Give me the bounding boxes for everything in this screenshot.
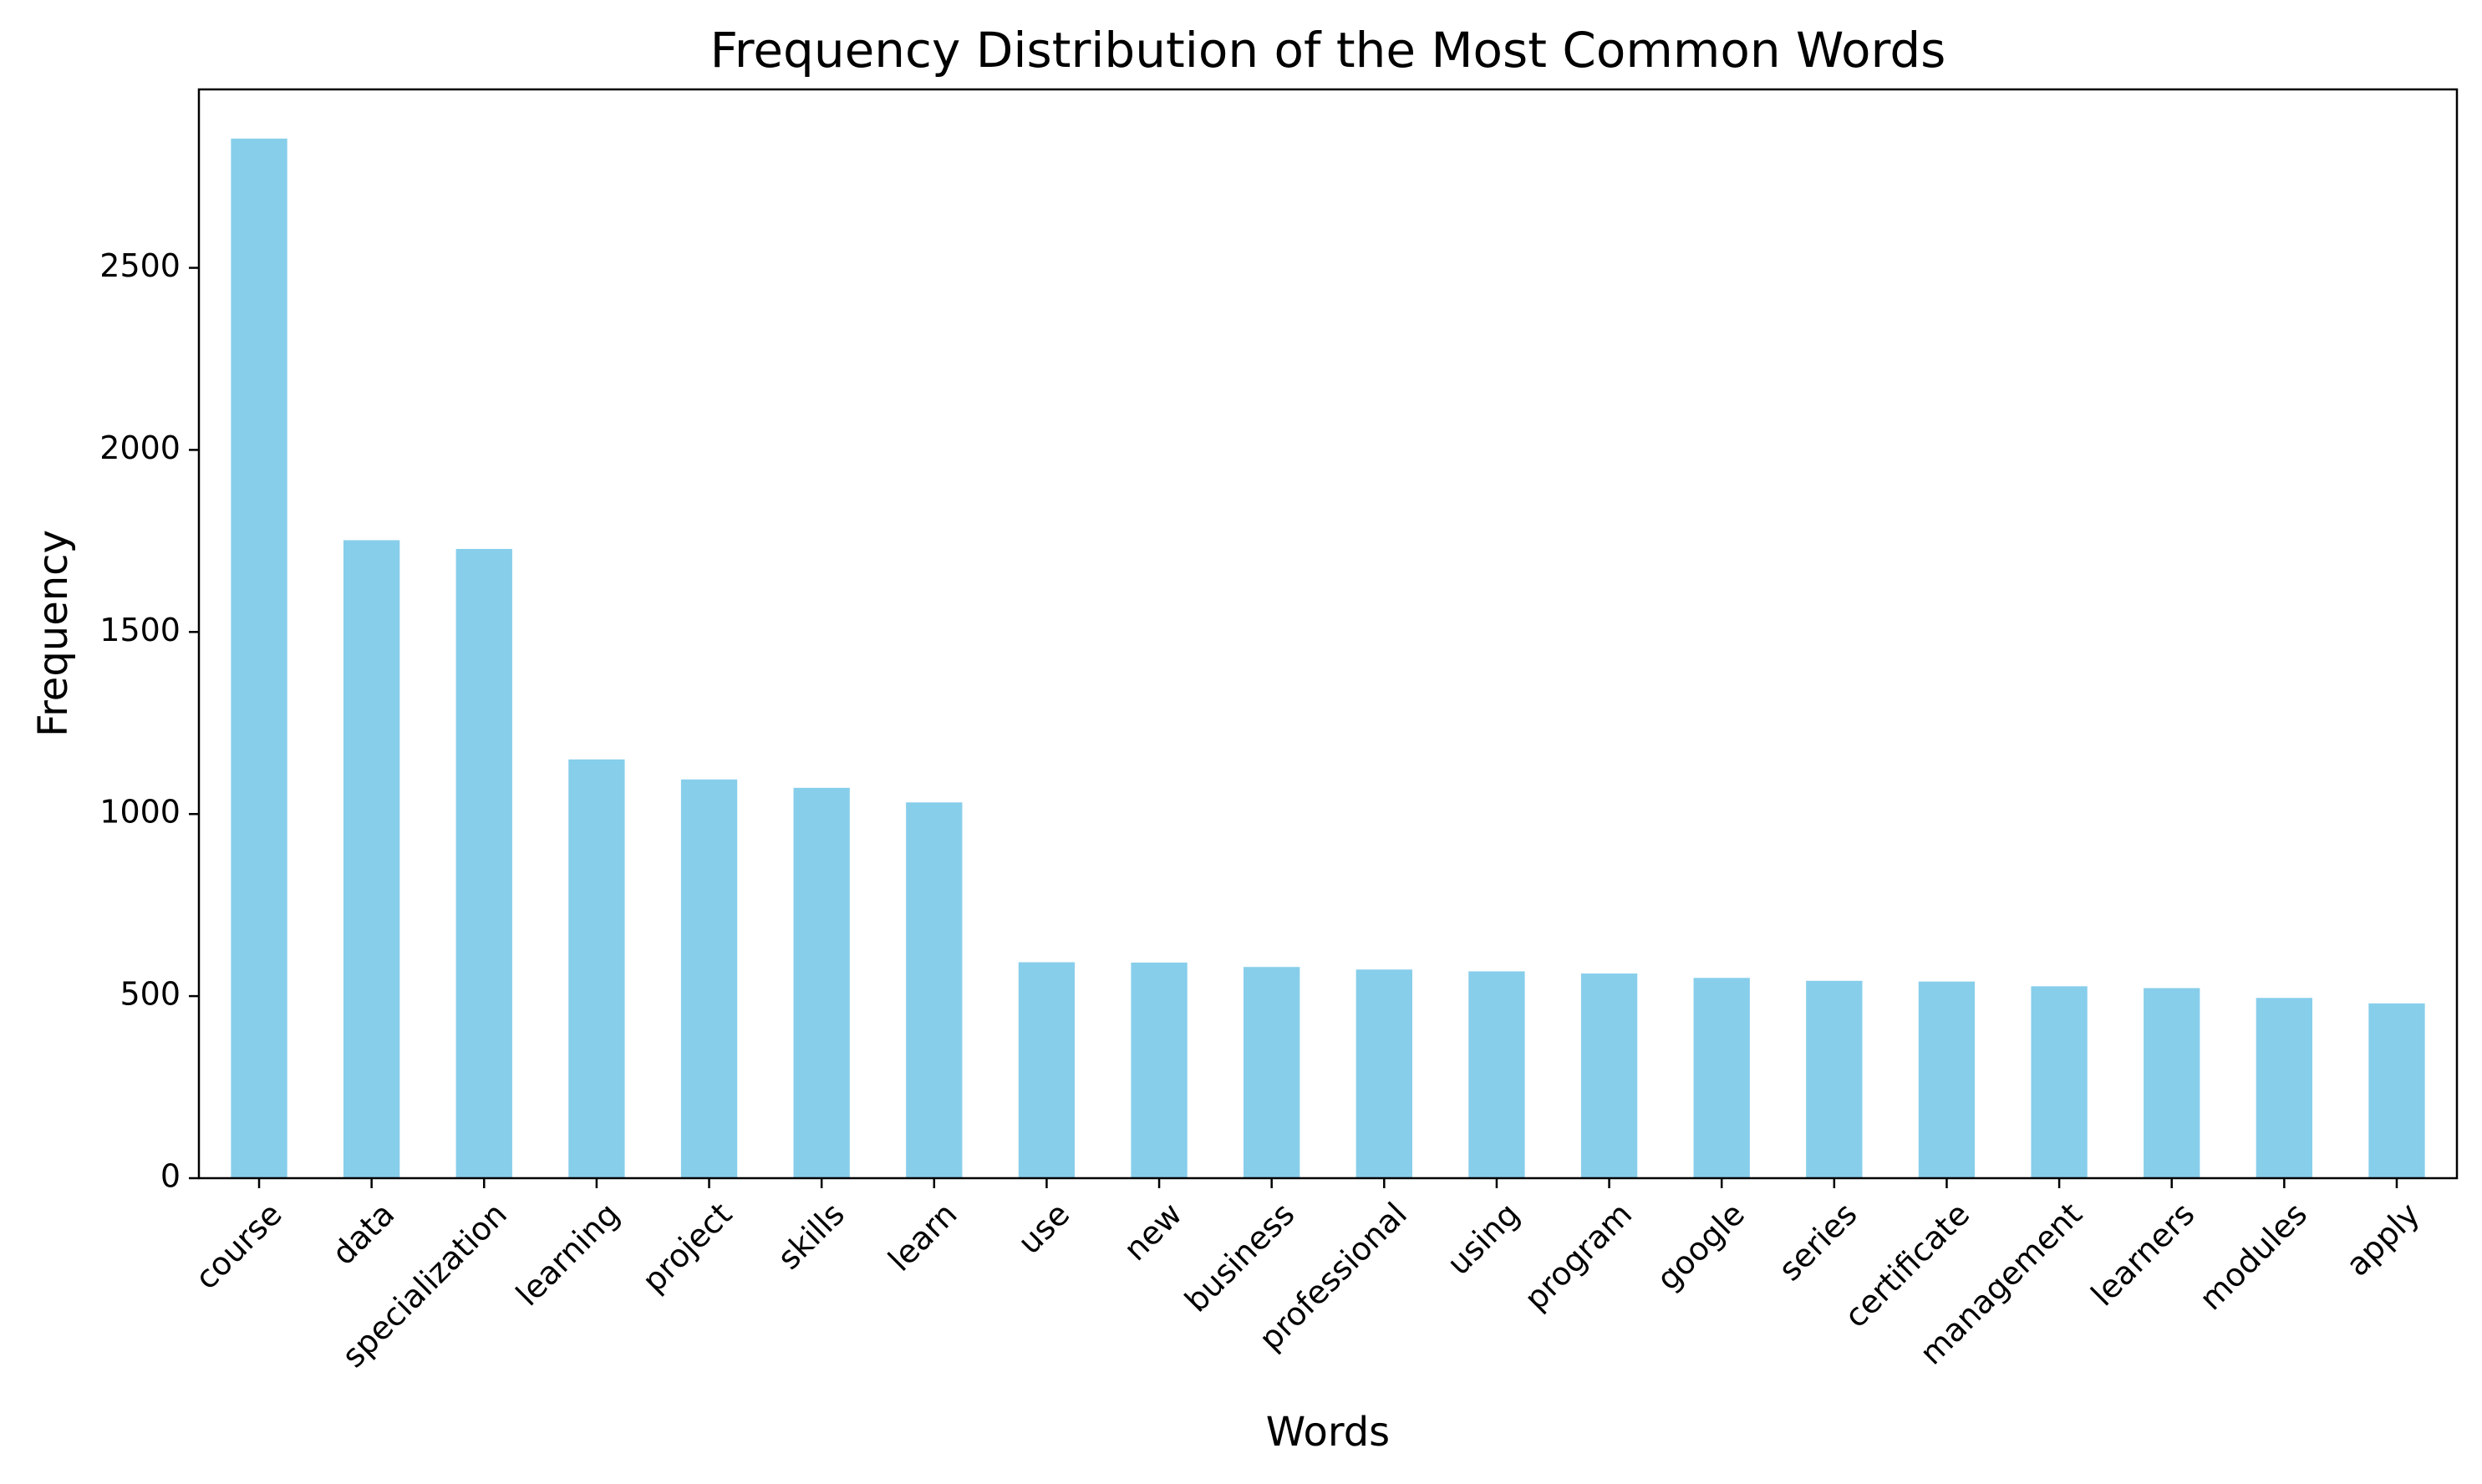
bar-program xyxy=(1580,973,1638,1178)
x-tick-label: series xyxy=(1772,1196,1864,1288)
y-tick-label: 2000 xyxy=(99,429,181,466)
x-tick-label: skills xyxy=(771,1196,852,1277)
bar-project xyxy=(680,779,738,1178)
bar-apply xyxy=(2368,1003,2425,1178)
y-axis-label: Frequency xyxy=(30,530,77,737)
y-axis: 0 500 1000 1500 2000 2500 xyxy=(99,247,199,1195)
x-tick-label: google xyxy=(1650,1196,1752,1298)
bar-learners xyxy=(2144,988,2200,1178)
y-tick-label: 1000 xyxy=(99,794,181,831)
x-tick-label: data xyxy=(325,1196,402,1273)
bar-modules xyxy=(2256,998,2313,1178)
bar-using xyxy=(1468,971,1525,1178)
bar-skills xyxy=(793,787,850,1178)
x-axis-label: Words xyxy=(1266,1409,1390,1456)
bar-management xyxy=(2031,986,2088,1178)
x-tick-label: program xyxy=(1518,1196,1640,1318)
y-tick-label: 2500 xyxy=(99,247,181,284)
bar-series xyxy=(1806,980,1863,1178)
x-tick-label: new xyxy=(1116,1196,1189,1268)
chart-title: Frequency Distribution of the Most Commo… xyxy=(710,22,1946,79)
y-tick-label: 0 xyxy=(160,1158,181,1195)
x-tick-label: learn xyxy=(881,1196,964,1278)
x-tick-label: project xyxy=(635,1196,739,1299)
x-tick-label: use xyxy=(1011,1196,1077,1262)
bar-learn xyxy=(906,802,963,1178)
bars-group xyxy=(231,138,2425,1179)
bar-new xyxy=(1131,963,1188,1178)
bar-data xyxy=(343,540,400,1178)
bar-learning xyxy=(568,759,625,1178)
x-tick-label: course xyxy=(188,1196,289,1297)
x-tick-label: using xyxy=(1440,1196,1527,1283)
x-tick-label: learners xyxy=(2084,1196,2202,1314)
bar-specialization xyxy=(455,548,512,1178)
bar-certificate xyxy=(1918,981,1976,1178)
plot-frame xyxy=(197,88,2459,1180)
bar-course xyxy=(231,138,287,1179)
y-tick-label: 500 xyxy=(120,976,181,1013)
x-tick-label: modules xyxy=(2192,1196,2314,1318)
bar-business xyxy=(1244,967,1300,1178)
bar-google xyxy=(1693,978,1750,1178)
x-tick-label: apply xyxy=(2339,1196,2427,1283)
x-tick-label: learning xyxy=(509,1196,627,1314)
bar-use xyxy=(1018,962,1076,1178)
y-tick-label: 1500 xyxy=(99,612,181,648)
bar-professional xyxy=(1355,969,1412,1178)
